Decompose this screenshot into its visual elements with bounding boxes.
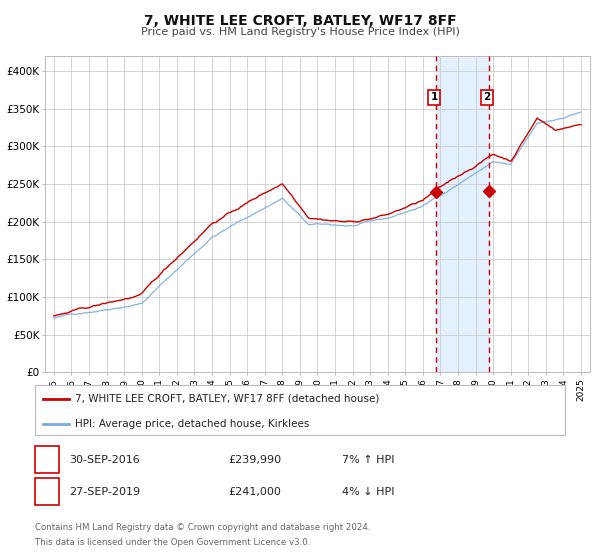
Bar [436,56,489,372]
Text: This data is licensed under the Open Government Licence v3.0.: This data is licensed under the Open Gov… [35,538,310,547]
Text: 7, WHITE LEE CROFT, BATLEY, WF17 8FF (detached house): 7, WHITE LEE CROFT, BATLEY, WF17 8FF (de… [74,394,379,404]
Text: 27-SEP-2019: 27-SEP-2019 [69,487,140,497]
Text: 2: 2 [43,487,50,497]
Text: 2: 2 [484,92,491,102]
Text: 1: 1 [43,455,50,465]
Text: Contains HM Land Registry data © Crown copyright and database right 2024.: Contains HM Land Registry data © Crown c… [35,523,370,532]
Text: 4% ↓ HPI: 4% ↓ HPI [342,487,395,497]
Text: Price paid vs. HM Land Registry's House Price Index (HPI): Price paid vs. HM Land Registry's House … [140,27,460,37]
Text: £239,990: £239,990 [228,455,281,465]
Text: HPI: Average price, detached house, Kirklees: HPI: Average price, detached house, Kirk… [74,419,309,429]
Text: £241,000: £241,000 [228,487,281,497]
Text: 30-SEP-2016: 30-SEP-2016 [69,455,140,465]
Text: 1: 1 [431,92,438,102]
Text: 7, WHITE LEE CROFT, BATLEY, WF17 8FF: 7, WHITE LEE CROFT, BATLEY, WF17 8FF [143,14,457,28]
Text: 7% ↑ HPI: 7% ↑ HPI [342,455,395,465]
